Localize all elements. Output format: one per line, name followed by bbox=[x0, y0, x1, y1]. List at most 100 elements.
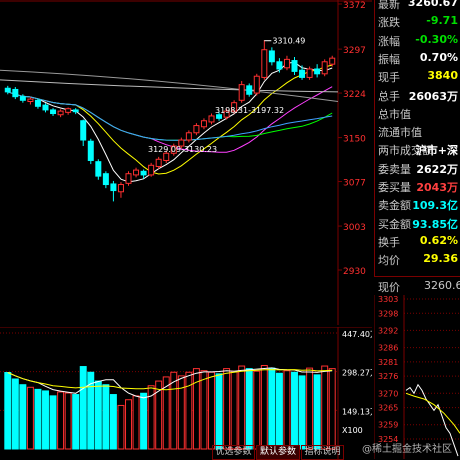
candle-up bbox=[133, 169, 140, 176]
quote-value: 26063万 bbox=[408, 89, 458, 103]
range-annotation-2: 3129.09-3130.23 bbox=[148, 145, 217, 154]
minute-tick-label: 3281 bbox=[378, 358, 398, 367]
current-price-label: 现价 bbox=[378, 281, 400, 294]
volume-bar-up bbox=[283, 370, 291, 450]
quote-value: 93.85亿 bbox=[412, 217, 458, 231]
volume-bar-up bbox=[117, 404, 125, 450]
quote-value: 0.62% bbox=[419, 233, 458, 247]
candle-down bbox=[80, 120, 87, 141]
quote-label: 换手 bbox=[378, 235, 400, 249]
quote-label: 涨跌 bbox=[378, 16, 400, 30]
quote-label: 总市值 bbox=[378, 107, 411, 121]
candle-up bbox=[329, 57, 336, 65]
current-price-value: 3260.67 bbox=[424, 279, 460, 292]
quote-label: 委卖量 bbox=[378, 162, 411, 176]
volume-bar-up bbox=[155, 380, 163, 450]
volume-bar-down bbox=[215, 373, 223, 450]
candle-down bbox=[246, 85, 253, 95]
quote-value: -0.30% bbox=[415, 32, 458, 46]
quote-value: 0.70% bbox=[419, 50, 458, 64]
volume-bar-down bbox=[268, 367, 276, 450]
candle-up bbox=[261, 49, 268, 78]
candle-up bbox=[125, 173, 132, 184]
price-tick-label: 3077 bbox=[343, 179, 366, 189]
param-tab-optimal[interactable]: 优选参数 bbox=[212, 445, 255, 460]
candle-up bbox=[185, 132, 192, 141]
candle-down bbox=[291, 60, 298, 72]
quote-value: 沪市+深 bbox=[415, 144, 458, 158]
candle-down bbox=[72, 109, 79, 113]
volume-ma5-line bbox=[7, 367, 333, 399]
minute-tick-label: 3259 bbox=[378, 421, 398, 430]
candle-up bbox=[223, 110, 230, 118]
volume-bar-up bbox=[223, 368, 231, 450]
volume-bar-down bbox=[291, 371, 298, 450]
volume-bar-up bbox=[321, 365, 329, 450]
ma120-line bbox=[0, 69, 339, 102]
volume-bar-up bbox=[306, 367, 314, 450]
volume-bar-up bbox=[238, 365, 246, 450]
param-tab-help[interactable]: 指标说明 bbox=[301, 445, 344, 460]
price-tick-label: 3003 bbox=[343, 223, 366, 233]
volume-bar-down bbox=[19, 384, 27, 450]
candle-up bbox=[208, 115, 215, 123]
volume-bar-up bbox=[192, 368, 200, 450]
candle-down bbox=[95, 161, 102, 177]
candle-up bbox=[306, 68, 313, 78]
param-tab-default[interactable]: 默认参数 bbox=[256, 445, 300, 460]
minute-tick-label: 3270 bbox=[378, 389, 398, 398]
price-tick-label: 2930 bbox=[343, 267, 366, 277]
volume-bar-down bbox=[298, 375, 306, 450]
quote-value: 3840 bbox=[427, 69, 458, 83]
candle-up bbox=[170, 145, 177, 154]
ma20-line bbox=[7, 86, 333, 153]
quote-label: 均价 bbox=[378, 254, 400, 268]
candle-up bbox=[231, 102, 238, 112]
quote-panel: 最新 3260.67 涨跌 -9.71 涨幅 -0.30% 振幅 0.70% 现手 3840 总手 2… bbox=[374, 0, 460, 276]
minute-tick-label: 3265 bbox=[378, 404, 398, 413]
candle-up bbox=[57, 110, 64, 116]
quote-label: 卖金额 bbox=[378, 199, 411, 213]
volume-bar-down bbox=[87, 371, 95, 450]
volume-bar-down bbox=[313, 374, 321, 450]
kline-chart[interactable]: 3372 3297 3224 3150 3077 3003 2930 3310.49 3198.… bbox=[0, 0, 372, 325]
quote-label: 买金额 bbox=[378, 217, 411, 231]
volume-bar-down bbox=[140, 392, 148, 450]
volume-bar-down bbox=[109, 394, 117, 450]
quote-value: 3260.67 bbox=[407, 0, 458, 9]
volume-bar-up bbox=[26, 386, 34, 450]
volume-bar-up bbox=[260, 365, 268, 450]
candle-down bbox=[299, 69, 306, 78]
quote-label: 现手 bbox=[378, 71, 400, 85]
volume-bar-down bbox=[72, 394, 80, 450]
volume-bar-up bbox=[57, 391, 65, 450]
volume-bar-up bbox=[132, 395, 140, 450]
volume-bar-up bbox=[208, 371, 215, 450]
quote-label: 涨幅 bbox=[378, 34, 400, 48]
minute-chart[interactable]: 3303 3298 3292 3286 3281 3276 3270 3265 3259 3254 bbox=[374, 295, 460, 459]
volume-chart[interactable]: 447.40万 298.27万 149.13万 X100 bbox=[0, 327, 372, 460]
volume-bar-up bbox=[328, 368, 336, 450]
volume-bar-up bbox=[147, 385, 155, 450]
candle-up bbox=[193, 125, 200, 134]
minute-tick-label: 3298 bbox=[378, 309, 398, 318]
volume-bar-up bbox=[177, 375, 185, 450]
quote-value: 2043万 bbox=[416, 181, 458, 194]
watermark: @稀土掘金技术社区 bbox=[362, 444, 452, 455]
quote-label: 委买量 bbox=[378, 181, 411, 194]
candle-up bbox=[238, 84, 245, 101]
candle-down bbox=[102, 173, 109, 186]
volume-bar-down bbox=[102, 384, 110, 450]
candle-up bbox=[148, 164, 155, 176]
volume-tick-label: 447.40万 bbox=[342, 330, 372, 339]
ma60-line bbox=[7, 91, 333, 141]
quote-value: 29.36 bbox=[423, 252, 458, 266]
candle-down bbox=[268, 50, 275, 63]
candle-down bbox=[19, 96, 26, 101]
volume-bar-up bbox=[230, 370, 238, 450]
candle-up bbox=[117, 184, 124, 193]
volume-tick-label: 298.27万 bbox=[342, 369, 372, 378]
candle-down bbox=[12, 88, 19, 98]
candle-up bbox=[283, 58, 290, 69]
